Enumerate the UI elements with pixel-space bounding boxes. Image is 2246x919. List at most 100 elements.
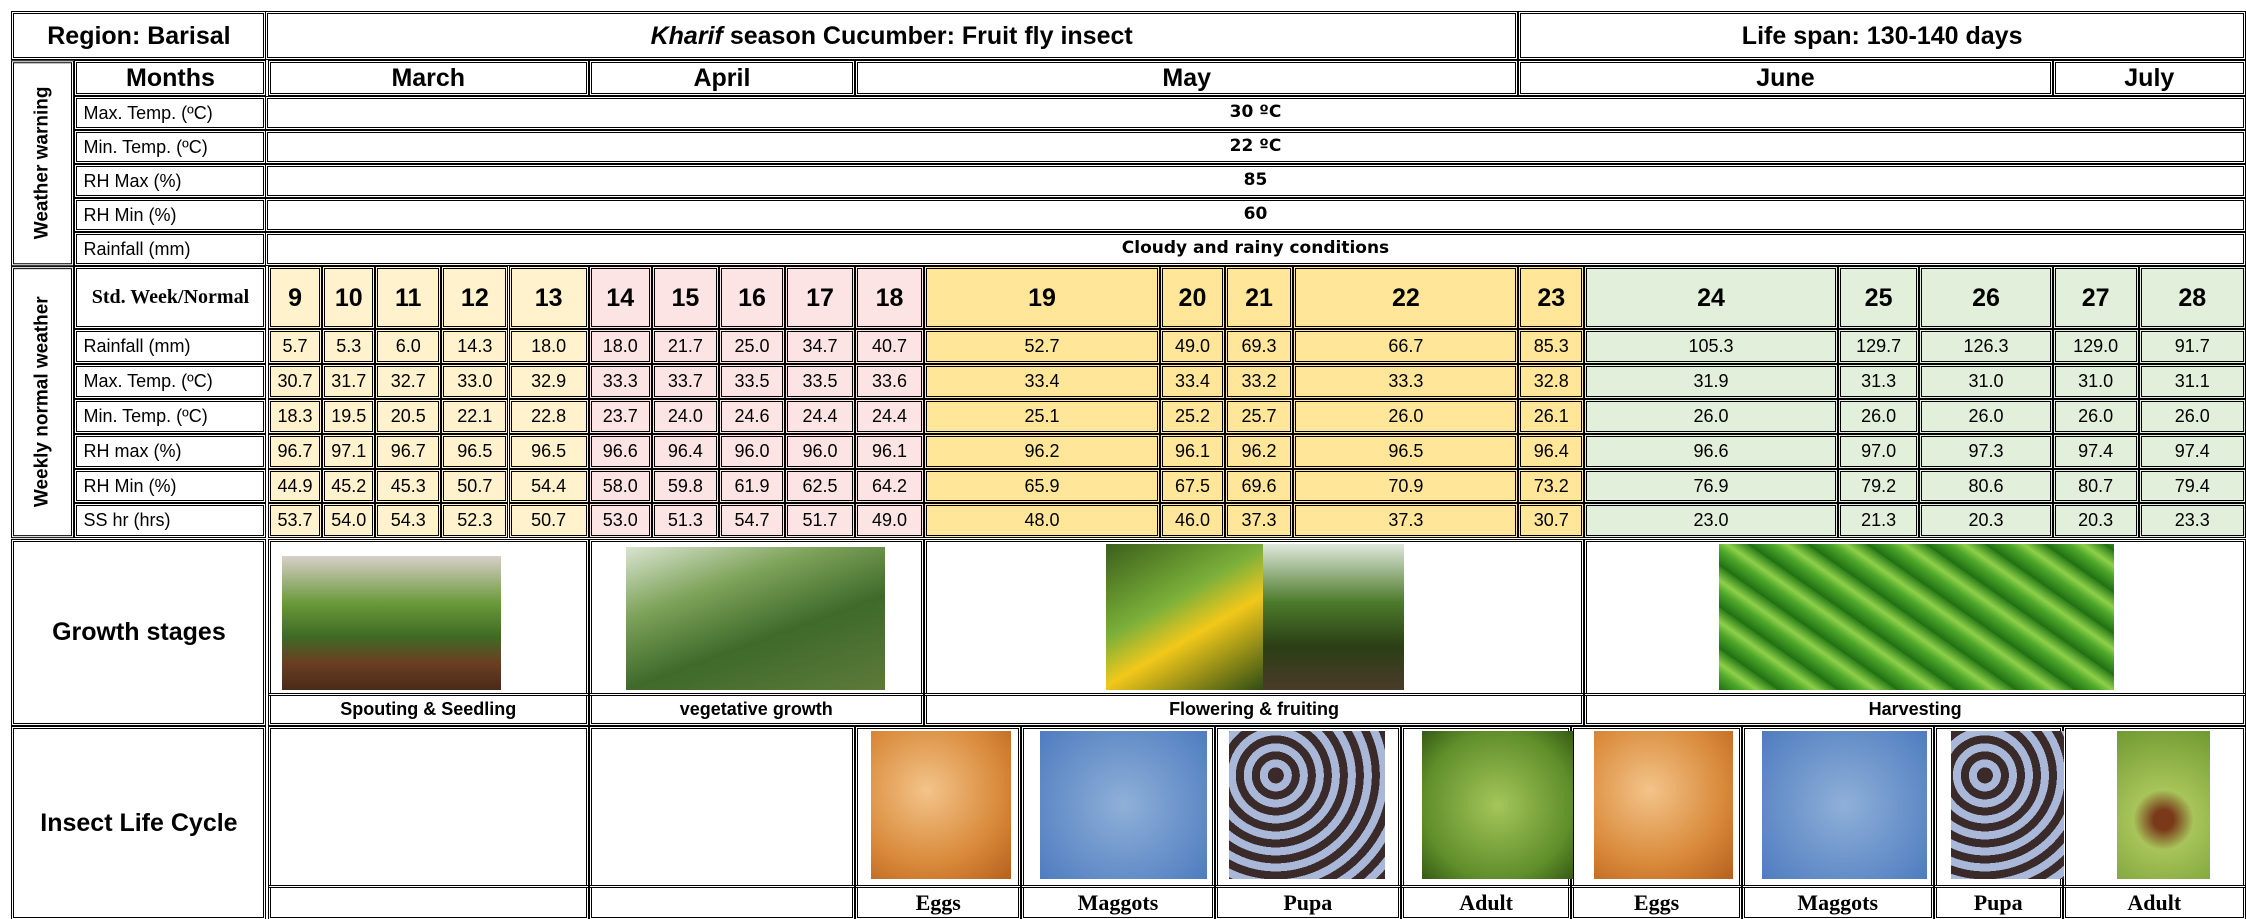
weekly-value: 96.7 — [268, 434, 322, 469]
week-number: 23 — [1518, 266, 1584, 329]
stage-label: vegetative growth — [589, 693, 924, 726]
weekly-value: 31.0 — [1919, 364, 2052, 399]
weekly-value: 14.3 — [441, 329, 508, 364]
weekly-value: 97.4 — [2139, 434, 2246, 469]
empty-cell — [589, 885, 855, 919]
weekly-value: 33.2 — [1225, 364, 1294, 399]
weekly-value: 34.7 — [785, 329, 855, 364]
photo — [1422, 731, 1572, 880]
image-cell — [589, 726, 855, 888]
row-label: Rainfall (mm) — [74, 232, 266, 266]
weekly-value: 40.7 — [855, 329, 924, 364]
warning-value: 85 — [265, 164, 2246, 198]
photo — [1719, 544, 2114, 690]
section-label: Weekly normal weather — [11, 266, 74, 538]
weekly-value: 37.3 — [1225, 503, 1294, 538]
stage-label: Spouting & Seedling — [268, 693, 589, 726]
week-number: 24 — [1584, 266, 1838, 329]
week-number: 20 — [1160, 266, 1224, 329]
weekly-value: 20.3 — [1919, 503, 2052, 538]
page: Region: BarisalKharifseason Cucumber: Fr… — [0, 0, 2246, 919]
week-number: 25 — [1838, 266, 1920, 329]
weekly-value: 23.3 — [2139, 503, 2246, 538]
week-number: 9 — [268, 266, 322, 329]
title-text: season Cucumber: Fruit fly insect — [730, 23, 1133, 49]
weekly-value: 31.3 — [1838, 364, 1920, 399]
weekly-value: 26.0 — [1584, 399, 1838, 434]
weekly-value: 96.6 — [1584, 434, 1838, 469]
weekly-value: 69.3 — [1225, 329, 1294, 364]
weekly-value: 62.5 — [785, 469, 855, 504]
weekly-value: 61.9 — [719, 469, 785, 504]
weekly-value: 31.9 — [1584, 364, 1838, 399]
weekly-value: 6.0 — [375, 329, 441, 364]
photo — [1951, 731, 2064, 880]
insect-stage: Pupa — [1215, 885, 1401, 919]
months-label: Months — [74, 60, 266, 96]
weekly-value: 31.0 — [2053, 364, 2139, 399]
insect-stage: Maggots — [1021, 885, 1214, 919]
row-label: Max. Temp. (ºC) — [74, 96, 266, 130]
weekly-value: 20.5 — [375, 399, 441, 434]
weekly-value: 96.2 — [1225, 434, 1294, 469]
weekly-value: 96.5 — [441, 434, 508, 469]
weekly-value: 24.4 — [855, 399, 924, 434]
weekly-value: 33.5 — [785, 364, 855, 399]
weekly-value: 44.9 — [268, 469, 322, 504]
insect-stage: Maggots — [1742, 885, 1934, 919]
week-label: Std. Week/Normal — [74, 266, 266, 329]
weekly-value: 96.6 — [589, 434, 652, 469]
weekly-value: 30.7 — [268, 364, 322, 399]
weekly-value: 51.3 — [652, 503, 719, 538]
month: June — [1518, 60, 2052, 96]
weekly-value: 33.6 — [855, 364, 924, 399]
weekly-value: 32.8 — [1518, 364, 1584, 399]
weekly-value: 96.1 — [855, 434, 924, 469]
week-number: 10 — [322, 266, 375, 329]
weekly-value: 64.2 — [855, 469, 924, 504]
month: March — [268, 60, 589, 96]
weekly-value: 51.7 — [785, 503, 855, 538]
weekly-value: 96.5 — [1293, 434, 1518, 469]
week-number: 28 — [2139, 266, 2246, 329]
row-label: RH max (%) — [74, 434, 266, 469]
weekly-value: 96.2 — [924, 434, 1160, 469]
weekly-value: 26.0 — [1838, 399, 1920, 434]
row-label: SS hr (hrs) — [74, 503, 266, 538]
weekly-value: 26.0 — [1293, 399, 1518, 434]
weekly-value: 23.0 — [1584, 503, 1838, 538]
weekly-value: 26.1 — [1518, 399, 1584, 434]
weekly-value: 49.0 — [1160, 329, 1224, 364]
photo — [1594, 731, 1733, 880]
weekly-value: 46.0 — [1160, 503, 1224, 538]
weekly-value: 30.7 — [1518, 503, 1584, 538]
weekly-value: 53.7 — [268, 503, 322, 538]
weekly-value: 26.0 — [2053, 399, 2139, 434]
weekly-value: 96.4 — [1518, 434, 1584, 469]
weekly-value: 59.8 — [652, 469, 719, 504]
insect-stage: Pupa — [1934, 885, 2063, 919]
weekly-value: 25.2 — [1160, 399, 1224, 434]
weekly-value: 80.7 — [2053, 469, 2139, 504]
weekly-value: 18.0 — [509, 329, 589, 364]
weekly-value: 96.4 — [652, 434, 719, 469]
weekly-value: 22.8 — [509, 399, 589, 434]
weekly-value: 48.0 — [924, 503, 1160, 538]
image-cell — [268, 726, 589, 888]
weekly-value: 58.0 — [589, 469, 652, 504]
weekly-value: 19.5 — [322, 399, 375, 434]
weekly-value: 54.4 — [509, 469, 589, 504]
weekly-value: 52.7 — [924, 329, 1160, 364]
week-number: 17 — [785, 266, 855, 329]
weekly-value: 96.5 — [509, 434, 589, 469]
week-number: 14 — [589, 266, 652, 329]
row-label: RH Min (%) — [74, 469, 266, 504]
weekly-value: 54.7 — [719, 503, 785, 538]
weekly-value: 37.3 — [1293, 503, 1518, 538]
weekly-value: 25.1 — [924, 399, 1160, 434]
weekly-value: 129.7 — [1838, 329, 1920, 364]
week-number: 12 — [441, 266, 508, 329]
section-label: Insect Life Cycle — [11, 726, 266, 919]
photo — [1762, 731, 1927, 880]
